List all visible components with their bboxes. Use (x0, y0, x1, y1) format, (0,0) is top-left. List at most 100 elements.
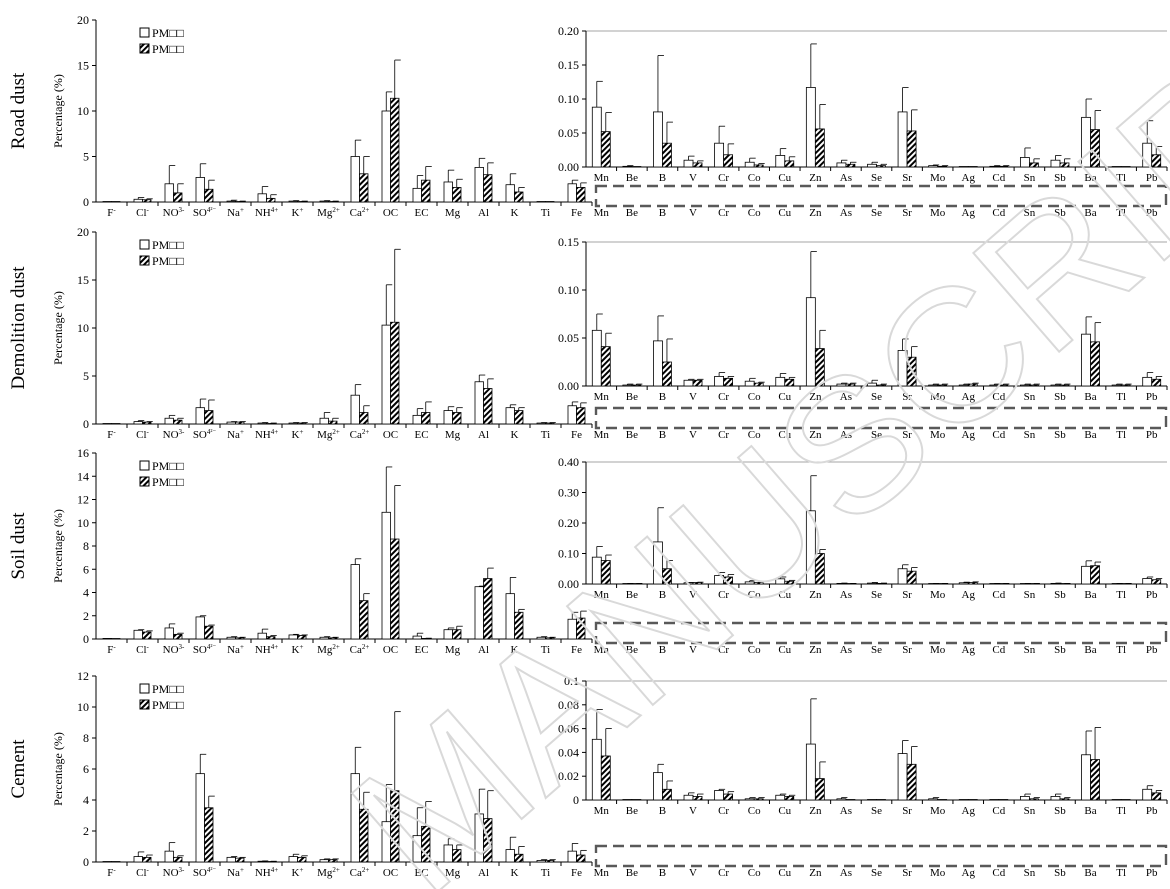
bar-s2-B (662, 788, 672, 801)
inset-x-tick-label-Cu: Cu (778, 391, 791, 403)
bar-s2-K (514, 410, 524, 425)
zoom-box-label-Sr: Sr (902, 867, 912, 879)
bar-s2-Zn (814, 348, 825, 387)
x-tick-label-F-: F- (107, 866, 116, 879)
zoom-box-label-Se: Se (871, 207, 882, 219)
x-tick-label-Mg: Mg (445, 644, 461, 656)
bar-s2-Sn (1028, 798, 1039, 801)
inset-trace-elements: 0.00 0.10 0.20 0.30 0.40 Mn Be B V Cr Co Cu Zn As Se Sr… (558, 455, 1168, 601)
inset-x-tick-label-Sr: Sr (902, 589, 912, 601)
bar-s1-SO42- (195, 616, 205, 640)
zoom-box-label-As: As (840, 207, 852, 219)
inset-x-tick-label-Cr: Cr (718, 805, 729, 817)
zoom-box-label-Sr: Sr (902, 429, 912, 441)
panel-label: Cement (8, 739, 29, 799)
bar-s2-Co (753, 582, 764, 585)
bar-s2-Na+ (235, 857, 245, 863)
bar-s1-B (653, 772, 663, 801)
zoom-box-label-Cd: Cd (992, 207, 1005, 219)
bar-s2-Cr (723, 154, 734, 168)
legend-swatch-hatched (139, 255, 150, 266)
x-tick-label-K+: K+ (292, 643, 304, 656)
zoom-box-label-Be: Be (626, 207, 638, 219)
inset-trace-elements: 0.00 0.05 0.10 0.15 0.20 Mn Be B V Cr Co Cu Zn As Se Sr… (558, 24, 1168, 184)
bar-s1-Pb (1142, 578, 1153, 585)
legend-swatch-hatched (139, 43, 150, 54)
bar-s2-NO3- (173, 856, 183, 863)
x-tick-label-EC: EC (414, 644, 428, 656)
bar-s2-F- (111, 638, 121, 640)
bar-s1-Mg2+ (319, 200, 329, 203)
zoom-box-label-Cd: Cd (992, 644, 1005, 656)
panel-cement: Cement Percentage (%) 0 2 4 6 8 10 12 F- Cl- NO3- SO… (8, 669, 1168, 879)
bar-s1-Co (744, 380, 755, 387)
bar-s1-Be (622, 799, 633, 801)
legend-swatch-open (139, 683, 150, 694)
bar-s2-Mn (600, 755, 611, 801)
x-tick-label-NO3-: NO3- (163, 643, 185, 656)
x-tick-label-Fe: Fe (571, 207, 582, 219)
inset-x-tick-label-Ag: Ag (962, 589, 976, 601)
bar-s2-B (662, 361, 672, 387)
bar-s2-Mg (452, 412, 462, 425)
zoom-box-label-Sr: Sr (902, 207, 912, 219)
zoom-box-label-Tl: Tl (1116, 644, 1126, 656)
bar-s1-Mg (443, 629, 453, 640)
zoom-box-label-Zn: Zn (809, 207, 822, 219)
bar-s2-Ba (1090, 565, 1100, 585)
bar-s1-OC (381, 324, 391, 425)
bar-s2-K+ (297, 856, 307, 863)
y-tick-label: 10 (77, 104, 89, 118)
inset-x-tick-label-B: B (659, 391, 666, 403)
bar-s2-B (662, 142, 672, 168)
bar-s1-NH4+ (257, 632, 267, 640)
bar-s1-SO42- (195, 773, 205, 863)
inset-y-tick-label: 0.15 (558, 235, 579, 249)
bar-s1-Zn (805, 510, 816, 585)
bar-s2-Pb (1151, 378, 1162, 387)
inset-x-tick-label-Mn: Mn (594, 805, 610, 817)
x-tick-label-Ti: Ti (541, 207, 550, 219)
bar-s2-Al (483, 578, 493, 640)
legend-label: PM□□ (152, 682, 184, 696)
bar-s2-Cd (998, 165, 1009, 168)
bar-s1-F- (102, 861, 112, 863)
bar-s1-Cl- (133, 421, 143, 425)
bar-s2-Pb (1151, 792, 1162, 801)
y-tick-label: 15 (77, 59, 89, 73)
zoom-box-label-B: B (659, 644, 666, 656)
bar-s1-V (683, 379, 694, 387)
bar-s2-As (845, 383, 856, 387)
y-axis-label: Percentage (%) (51, 732, 65, 806)
x-tick-label-NH4+: NH4+ (255, 428, 278, 441)
bar-s2-Co (753, 164, 764, 168)
bar-s2-Be (631, 799, 642, 801)
bar-s1-Mg2+ (319, 859, 329, 863)
bar-s1-Fe (567, 405, 577, 425)
bar-s1-V (683, 159, 694, 168)
legend-label: PM□□ (152, 42, 184, 56)
inset-x-tick-label-As: As (840, 805, 852, 817)
bar-s1-K+ (288, 422, 298, 425)
bar-s1-Cu (775, 376, 786, 387)
bar-s2-Sr (906, 570, 917, 585)
zoom-box-label-Tl: Tl (1116, 867, 1126, 879)
x-tick-label-OC: OC (383, 207, 398, 219)
bar-s1-Ca2+ (350, 156, 360, 203)
bar-s2-EC (421, 179, 431, 203)
bar-s2-V (692, 796, 703, 801)
inset-x-tick-label-Ag: Ag (962, 391, 976, 403)
bar-s2-Tl (1120, 384, 1131, 387)
zoom-box-label-V: V (689, 429, 697, 441)
x-tick-label-EC: EC (414, 429, 428, 441)
inset-y-tick-label: 0.20 (558, 24, 579, 38)
bar-s1-Ca2+ (350, 773, 360, 863)
bar-s2-Fe (576, 617, 586, 640)
legend-swatch-open (139, 460, 150, 471)
zoom-box-label-Sn: Sn (1024, 867, 1036, 879)
bar-s2-Ti (545, 860, 555, 863)
bar-s1-K+ (288, 856, 298, 863)
x-tick-label-K: K (511, 429, 519, 441)
zoom-box-label-Cd: Cd (992, 429, 1005, 441)
bar-s1-Se (867, 382, 877, 387)
